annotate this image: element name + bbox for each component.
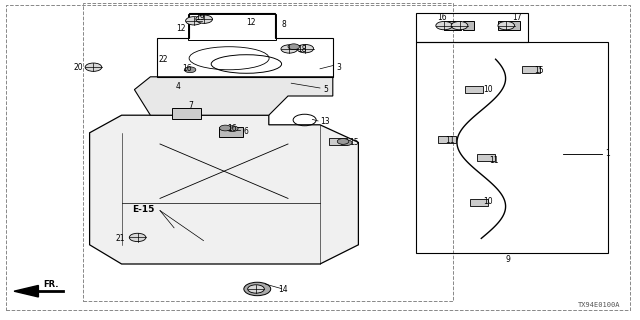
Text: 15: 15 xyxy=(534,66,544,75)
Bar xyxy=(477,154,495,161)
Text: 16: 16 xyxy=(437,13,447,22)
Circle shape xyxy=(227,126,238,132)
Circle shape xyxy=(184,67,196,73)
Text: TX94E0100A: TX94E0100A xyxy=(579,302,621,308)
Text: 10: 10 xyxy=(483,85,493,94)
Text: E-15: E-15 xyxy=(132,205,155,214)
Circle shape xyxy=(85,63,102,71)
Bar xyxy=(444,21,461,30)
Circle shape xyxy=(186,17,202,25)
Circle shape xyxy=(436,21,452,30)
Text: 11: 11 xyxy=(445,136,454,145)
Text: 20: 20 xyxy=(74,63,83,72)
Circle shape xyxy=(220,125,231,131)
Text: 9: 9 xyxy=(506,255,511,264)
Text: 8: 8 xyxy=(282,20,286,28)
Text: 19: 19 xyxy=(195,13,205,22)
Text: FR.: FR. xyxy=(44,280,59,289)
Text: 12: 12 xyxy=(176,24,186,33)
Bar xyxy=(329,138,347,145)
Polygon shape xyxy=(90,115,358,264)
Circle shape xyxy=(451,21,468,30)
Circle shape xyxy=(196,15,212,23)
Circle shape xyxy=(297,44,314,53)
Circle shape xyxy=(340,140,352,146)
Polygon shape xyxy=(14,285,38,297)
Text: 1: 1 xyxy=(605,149,609,158)
Text: 13: 13 xyxy=(320,117,330,126)
Text: 5: 5 xyxy=(323,85,328,94)
Bar xyxy=(522,66,540,73)
Bar xyxy=(172,108,201,119)
Bar xyxy=(219,127,243,137)
Circle shape xyxy=(498,21,515,30)
Circle shape xyxy=(281,45,298,53)
Bar xyxy=(470,199,488,206)
Bar xyxy=(463,21,474,30)
Text: 6: 6 xyxy=(243,127,248,136)
Text: 10: 10 xyxy=(483,197,493,206)
Text: 7: 7 xyxy=(189,101,194,110)
Text: 22: 22 xyxy=(159,55,168,64)
Bar xyxy=(465,86,483,93)
Circle shape xyxy=(288,44,300,50)
Bar xyxy=(438,136,456,143)
Text: 12: 12 xyxy=(246,18,256,27)
Text: 18: 18 xyxy=(298,45,307,54)
Text: 16: 16 xyxy=(182,64,192,73)
Text: 21: 21 xyxy=(115,234,125,243)
Polygon shape xyxy=(134,77,333,115)
Circle shape xyxy=(337,139,349,144)
Circle shape xyxy=(244,282,271,296)
Text: 3: 3 xyxy=(336,63,341,72)
Text: 17: 17 xyxy=(512,13,522,22)
Circle shape xyxy=(248,285,264,293)
Text: 14: 14 xyxy=(278,285,288,294)
Text: 15: 15 xyxy=(349,138,358,147)
Text: 11: 11 xyxy=(490,156,499,164)
Circle shape xyxy=(129,233,146,242)
Text: 16: 16 xyxy=(227,124,237,132)
Text: 4: 4 xyxy=(176,82,181,91)
Bar xyxy=(498,21,520,30)
